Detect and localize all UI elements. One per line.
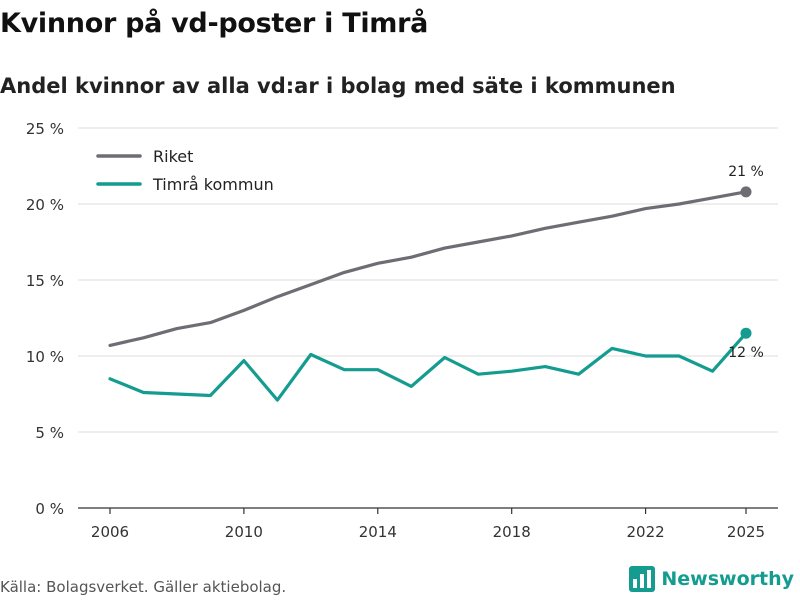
- chart-subtitle: Andel kvinnor av alla vd:ar i bolag med …: [0, 74, 676, 98]
- brand-logo: Newsworthy: [629, 566, 794, 592]
- brand-name: Newsworthy: [661, 568, 794, 590]
- series-line-riket: [108, 190, 748, 347]
- data-label-timra-end: 12 %: [728, 345, 764, 361]
- x-tick-label: 2014: [359, 523, 397, 541]
- x-tick-label: 2025: [727, 523, 765, 541]
- x-tick-label: 2010: [225, 523, 263, 541]
- legend-label-riket: Riket: [153, 147, 193, 166]
- series-line-timra: [108, 331, 748, 402]
- source-note: Källa: Bolagsverket. Gäller aktiebolag.: [0, 578, 287, 596]
- legend-label-timra: Timrå kommun: [152, 175, 274, 194]
- y-tick-label: 15 %: [26, 272, 64, 290]
- y-tick-label: 0 %: [35, 500, 64, 518]
- y-tick-label: 25 %: [26, 120, 64, 138]
- y-tick-label: 20 %: [26, 196, 64, 214]
- series-end-point-timra: [740, 327, 752, 339]
- newsworthy-bar-chart-icon: [629, 566, 656, 592]
- y-tick-label: 5 %: [35, 424, 64, 442]
- series-end-point-riket: [740, 186, 752, 198]
- data-label-riket-end: 21 %: [728, 164, 764, 180]
- x-tick-label: 2006: [91, 523, 129, 541]
- x-tick-label: 2022: [626, 523, 664, 541]
- y-tick-label: 10 %: [26, 348, 64, 366]
- chart-title: Kvinnor på vd-poster i Timrå: [0, 8, 429, 39]
- x-tick-label: 2018: [493, 523, 531, 541]
